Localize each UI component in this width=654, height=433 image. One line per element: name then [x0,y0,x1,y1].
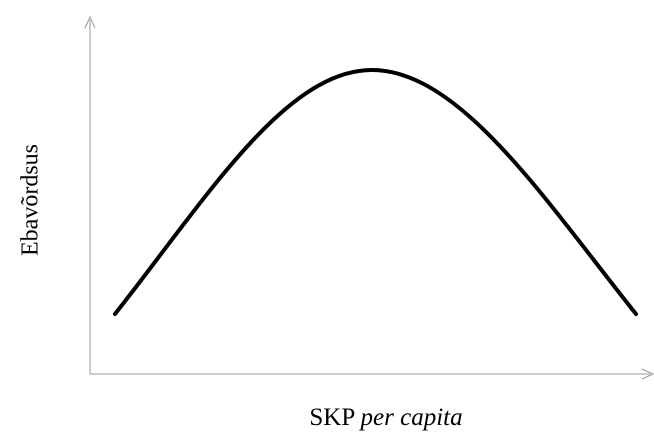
curve [113,67,638,316]
y-axis-arrow [84,15,96,29]
x-axis-arrow [641,368,654,380]
x-axis-label-main: SKP [309,404,354,431]
x-axis-label: SKP per capita [309,404,462,431]
y-axis-label: Ebavõrdsus [18,144,44,256]
x-axis-label-italic: per capita [359,404,463,431]
